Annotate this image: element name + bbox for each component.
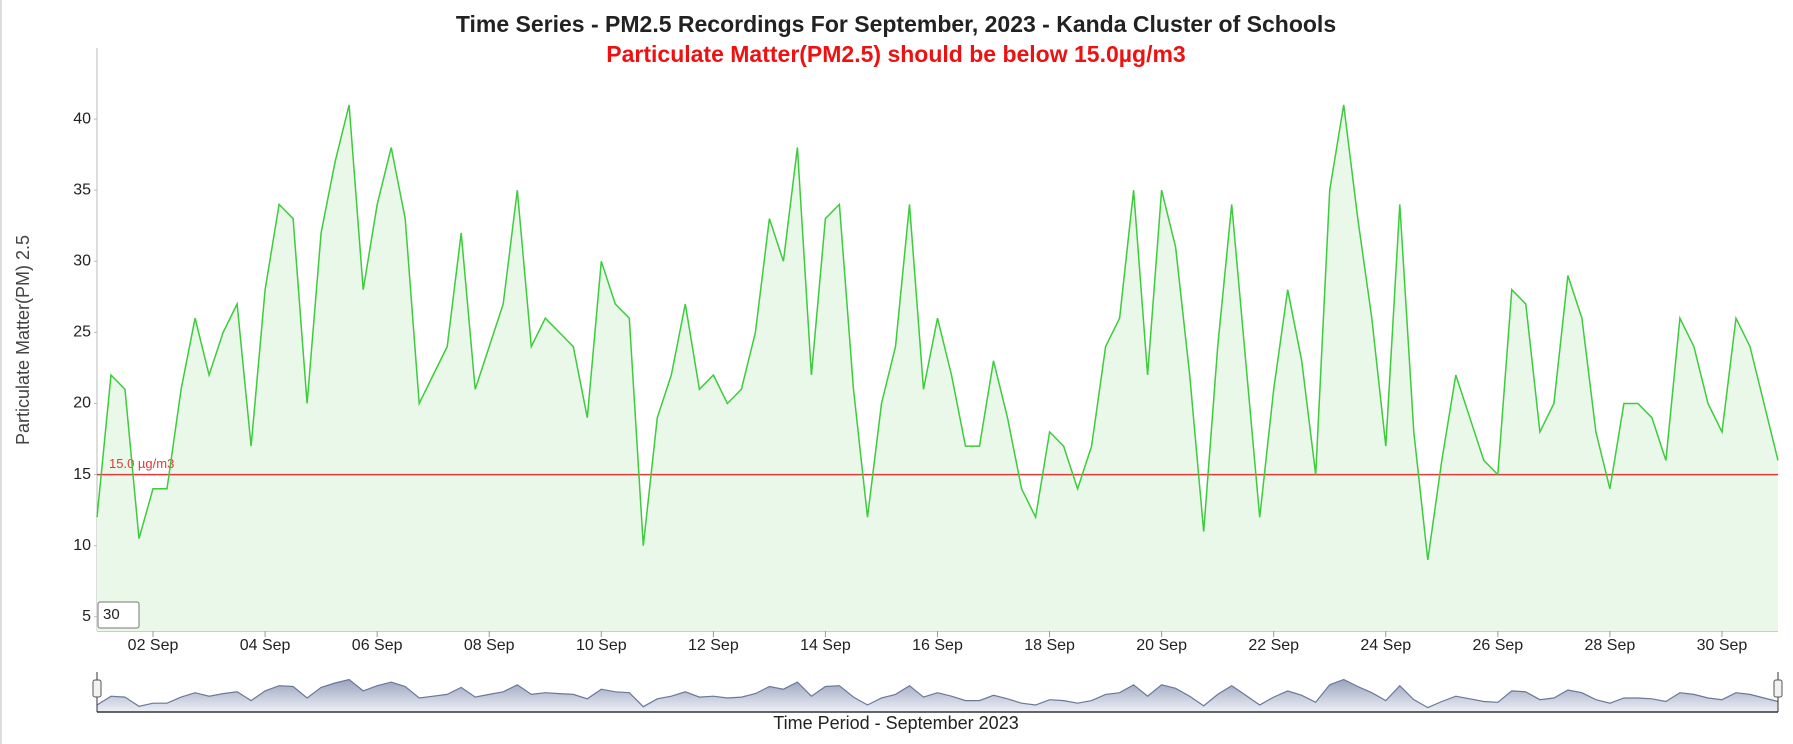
x-tick-label: 10 Sep [576, 637, 627, 654]
x-tick-label: 16 Sep [912, 637, 963, 654]
y-tick-label: 25 [73, 324, 91, 341]
y-tick-label: 40 [73, 110, 91, 127]
x-tick-label: 04 Sep [240, 637, 291, 654]
navigator-area [97, 679, 1778, 712]
y-tick-label: 15 [73, 466, 91, 483]
y-tick-label: 5 [82, 608, 91, 625]
x-axis-title: Time Period - September 2023 [773, 713, 1018, 733]
x-tick-label: 12 Sep [688, 637, 739, 654]
x-tick-label: 30 Sep [1697, 637, 1748, 654]
area-fill [97, 104, 1778, 631]
y-tick-label: 35 [73, 181, 91, 198]
chart-title: Time Series - PM2.5 Recordings For Septe… [456, 11, 1336, 37]
pm25-line [96, 104, 1779, 561]
x-tick-label: 14 Sep [800, 637, 851, 654]
range-input[interactable] [97, 601, 140, 629]
navigator-handle[interactable] [1773, 679, 1783, 698]
x-tick-label: 02 Sep [128, 637, 179, 654]
x-tick-label: 20 Sep [1136, 637, 1187, 654]
y-axis-title: Particulate Matter(PM) 2.5 [13, 235, 33, 445]
range-input-value[interactable]: 30 [103, 606, 120, 623]
y-tick-label: 20 [73, 395, 91, 412]
x-tick-label: 22 Sep [1248, 637, 1299, 654]
x-tick-label: 06 Sep [352, 637, 403, 654]
x-tick-label: 24 Sep [1360, 637, 1411, 654]
x-tick-label: 28 Sep [1585, 637, 1636, 654]
x-tick-label: 08 Sep [464, 637, 515, 654]
chart-subtitle: Particulate Matter(PM2.5) should be belo… [606, 41, 1185, 67]
x-tick-label: 18 Sep [1024, 637, 1075, 654]
navigator-handle[interactable] [92, 679, 102, 698]
x-tick-label: 26 Sep [1472, 637, 1523, 654]
navigator-line [96, 678, 1779, 709]
y-tick-label: 10 [73, 537, 91, 554]
threshold-label: 15.0 µg/m3 [109, 456, 174, 471]
y-tick-label: 30 [73, 253, 91, 270]
